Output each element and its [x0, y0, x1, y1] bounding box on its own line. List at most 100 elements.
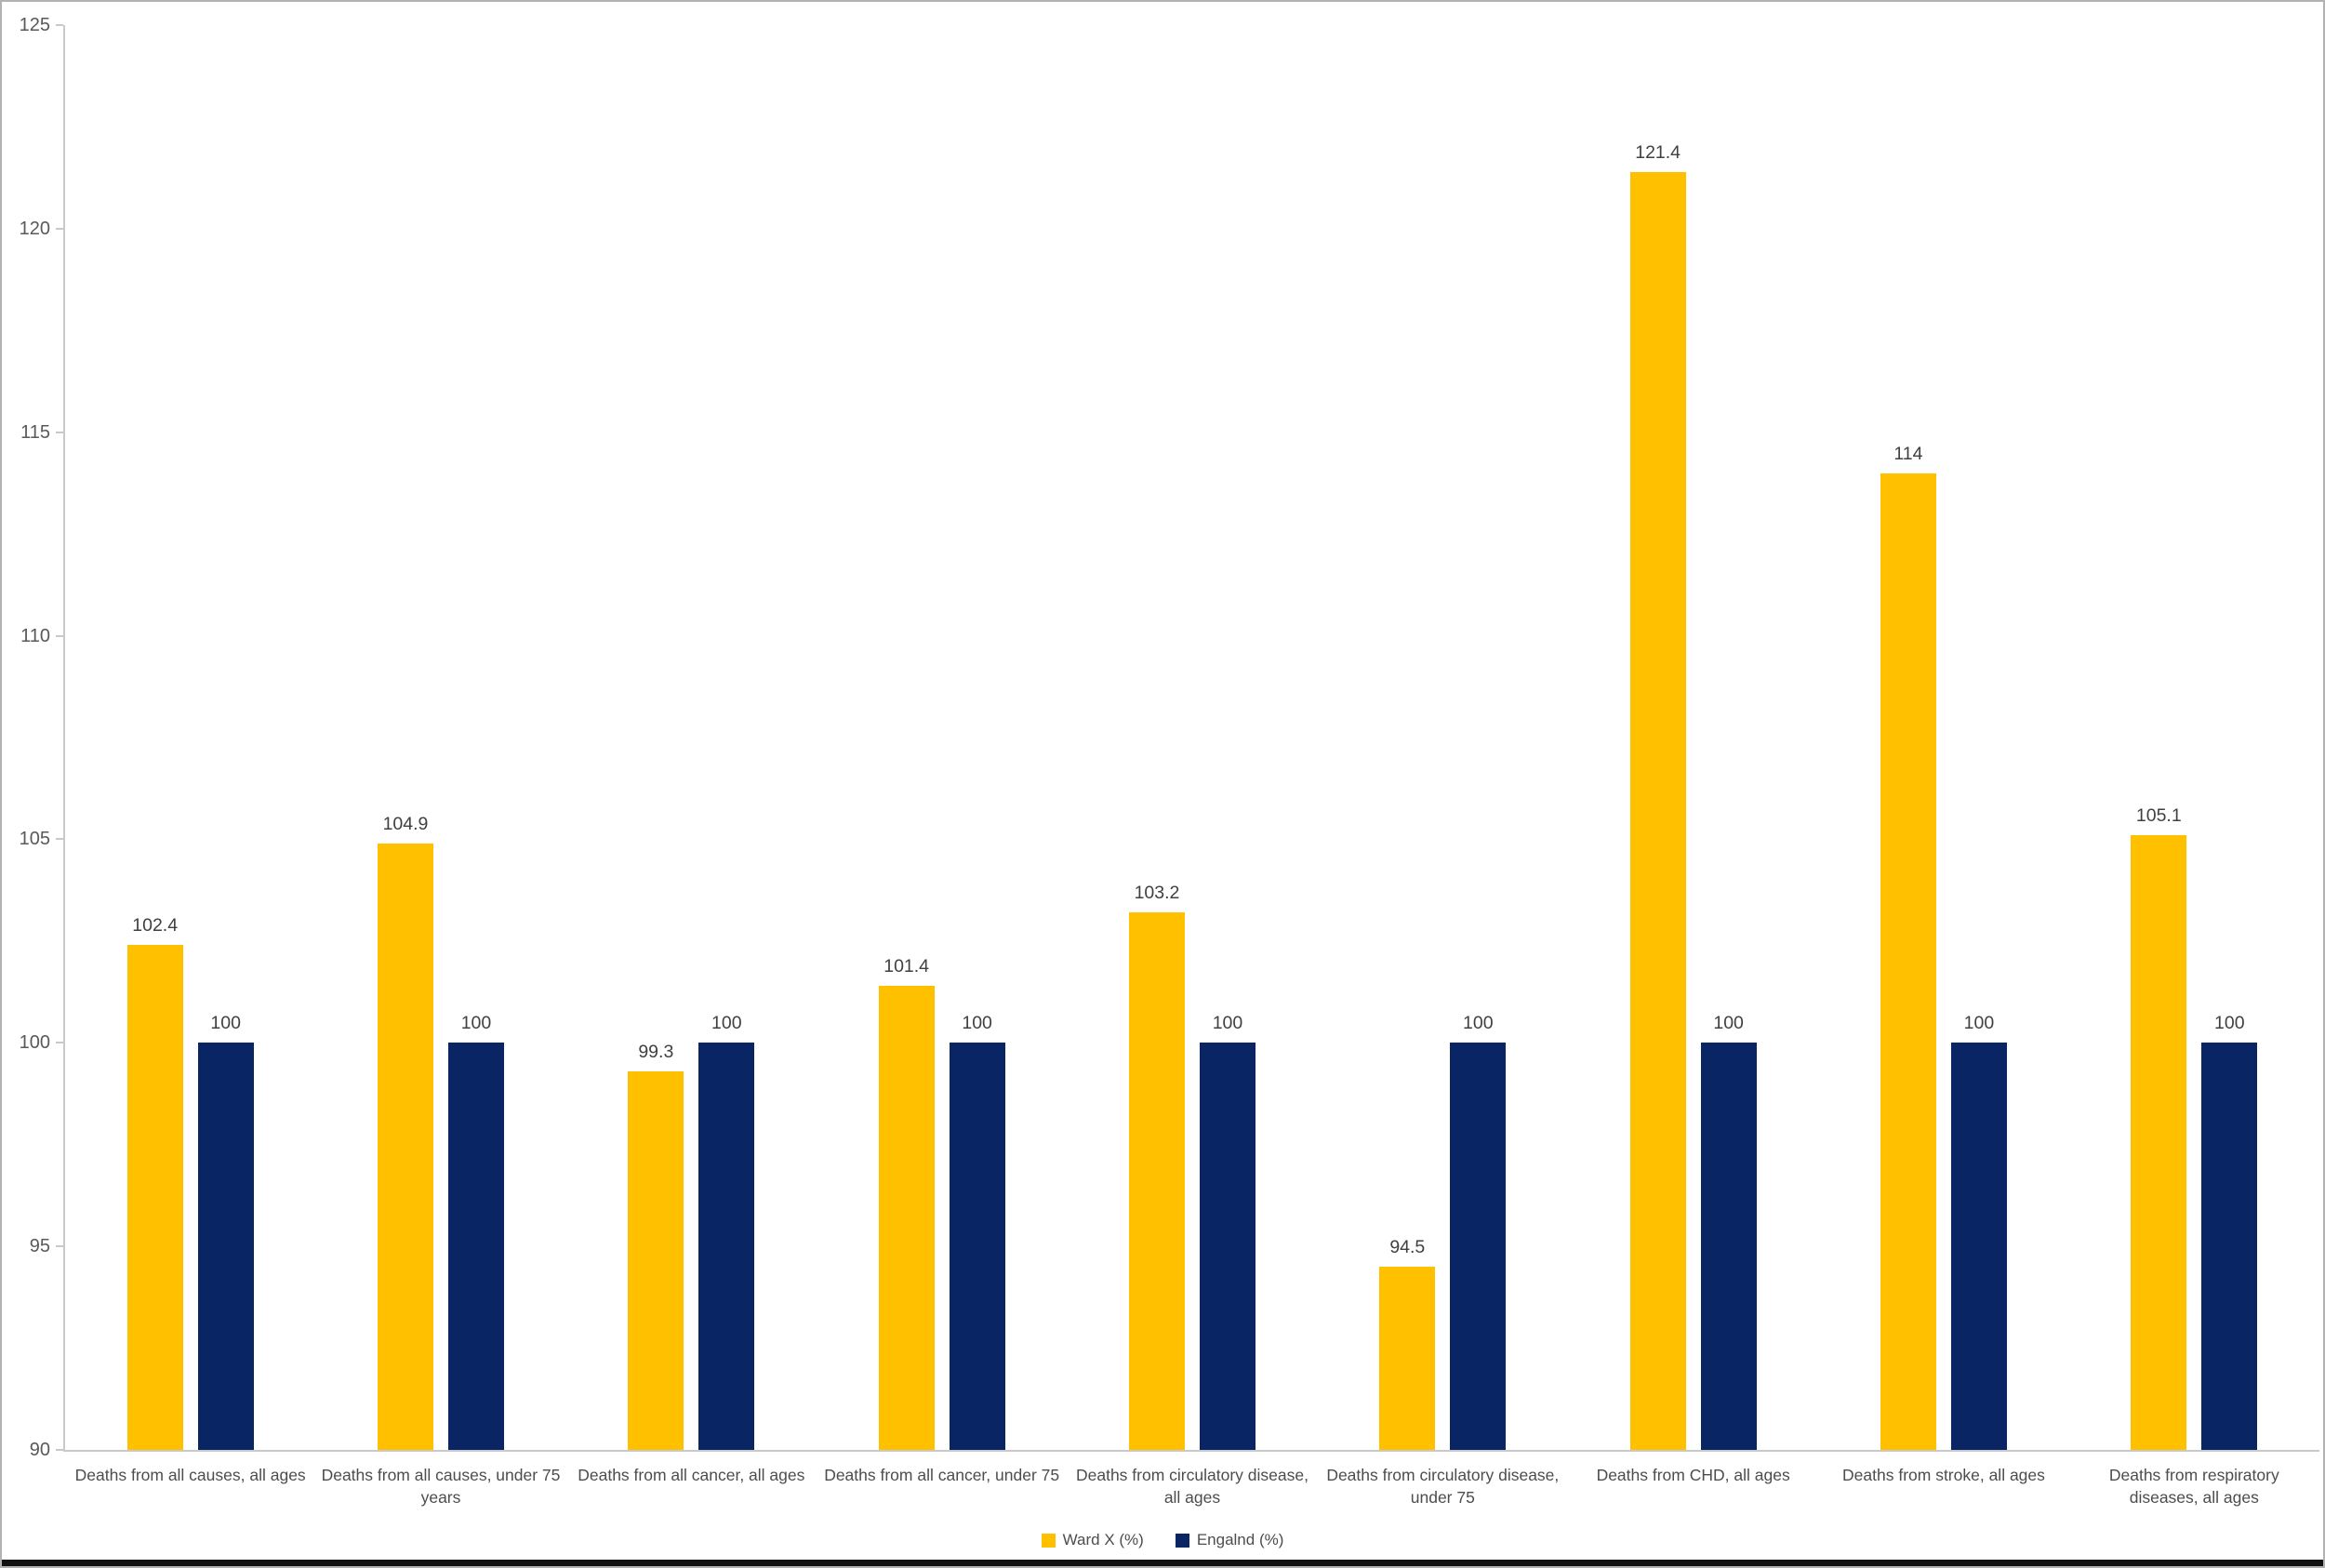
legend: Ward X (%) Engalnd (%): [2, 1531, 2323, 1549]
data-label: 100: [1463, 1013, 1494, 1034]
bar-england: [698, 1043, 755, 1450]
bar-group: 121.4 100: [1568, 25, 1818, 1450]
data-label: 100: [962, 1013, 992, 1034]
bar-england: [949, 1043, 1005, 1450]
category-label: Deaths from all causes, all ages: [74, 1466, 306, 1484]
data-label: 100: [1963, 1013, 1995, 1034]
bar-group: 101.4 100: [817, 25, 1067, 1450]
category-label: Deaths from circulatory disease, under 7…: [1326, 1466, 1560, 1508]
x-axis-line: [63, 1450, 2319, 1452]
bar-column: 100: [447, 1013, 504, 1450]
data-label: 104.9: [382, 813, 429, 834]
bar-group: 114 100: [1818, 25, 2068, 1450]
y-tick-label: 105: [19, 829, 50, 850]
bar-column: 100: [1950, 1013, 2007, 1450]
data-label: 94.5: [1389, 1237, 1426, 1258]
y-tick-mark: [56, 838, 63, 841]
y-tick-mark: [56, 227, 63, 230]
data-label: 121.4: [1635, 141, 1681, 163]
legend-swatch-icon: [1175, 1533, 1189, 1548]
category-label: Deaths from CHD, all ages: [1596, 1466, 1790, 1484]
category-label: Deaths from circulatory disease, all age…: [1075, 1466, 1309, 1508]
bar-england: [2201, 1043, 2258, 1450]
bar-england: [447, 1043, 504, 1450]
bar-ward-x: [1629, 171, 1686, 1450]
bar-column: 100: [2201, 1013, 2258, 1450]
bar-groups: 102.4 100 104.9 100 99.3 100 101.4 100 103.2 100 9…: [65, 25, 2319, 1450]
bar-group: 94.5 100: [1318, 25, 1568, 1450]
bar-england: [1199, 1043, 1256, 1450]
y-tick-label: 115: [20, 421, 50, 443]
data-label: 100: [2214, 1013, 2245, 1034]
window-bottom-edge: [2, 1560, 2323, 1566]
bar-column: 101.4: [878, 956, 935, 1450]
legend-label: Ward X (%): [1062, 1531, 1144, 1548]
bar-group: 99.3 100: [566, 25, 817, 1450]
y-tick-label: 90: [29, 1440, 50, 1460]
data-label: 101.4: [884, 956, 930, 977]
bar-group: 103.2 100: [1067, 25, 1317, 1450]
bar-group: 104.9 100: [315, 25, 565, 1450]
bar-column: 121.4: [1629, 142, 1686, 1450]
legend-item: Ward X (%): [1041, 1531, 1144, 1549]
y-tick-mark: [56, 24, 63, 26]
data-label: 102.4: [132, 915, 179, 937]
y-tick-label: 100: [19, 1032, 50, 1054]
bar-ward-x: [878, 986, 935, 1450]
y-tick-mark: [56, 1449, 63, 1451]
bar-column: 102.4: [126, 915, 183, 1450]
bar-column: 105.1: [2131, 805, 2187, 1450]
bar-column: 94.5: [1379, 1237, 1436, 1450]
bar-column: 114: [1880, 444, 1936, 1450]
category-label: Deaths from all causes, under 75 years: [321, 1466, 561, 1508]
bar-column: 100: [1450, 1013, 1507, 1450]
data-label: 100: [1713, 1013, 1744, 1034]
bar-column: 99.3: [628, 1042, 684, 1450]
data-label: 100: [711, 1013, 742, 1034]
bar-england: [1950, 1043, 2007, 1450]
category-label: Deaths from all cancer, all ages: [578, 1466, 805, 1484]
category-label: Deaths from all cancer, under 75: [824, 1466, 1060, 1484]
bar-column: 100: [949, 1013, 1005, 1450]
bar-england: [197, 1043, 254, 1450]
bar-column: 100: [1700, 1013, 1757, 1450]
y-tick-label: 120: [19, 218, 50, 239]
plot-area: 102.4 100 104.9 100 99.3 100 101.4 100 103.2 100 9…: [65, 25, 2319, 1450]
bar-column: 103.2: [1128, 883, 1185, 1450]
bar-ward-x: [1128, 912, 1185, 1450]
y-tick-label: 125: [19, 15, 50, 35]
y-tick-mark: [56, 431, 63, 433]
bar-group: 102.4 100: [65, 25, 315, 1450]
legend-swatch-icon: [1041, 1533, 1056, 1548]
y-tick-label: 95: [29, 1236, 50, 1257]
data-label: 103.2: [1134, 883, 1180, 904]
y-tick-mark: [56, 1042, 63, 1044]
bar-column: 100: [698, 1013, 755, 1450]
bar-ward-x: [628, 1070, 684, 1450]
bar-ward-x: [2131, 835, 2187, 1450]
bar-ward-x: [1379, 1267, 1436, 1450]
legend-item: Engalnd (%): [1175, 1531, 1284, 1549]
data-label: 99.3: [638, 1041, 674, 1062]
y-tick-label: 110: [20, 625, 50, 646]
bar-column: 100: [197, 1013, 254, 1450]
bar-ward-x: [1880, 472, 1936, 1450]
bar-ward-x: [126, 945, 183, 1450]
bar-column: 100: [1199, 1013, 1256, 1450]
y-tick-mark: [56, 634, 63, 637]
category-label: Deaths from respiratory diseases, all ag…: [2108, 1466, 2279, 1508]
data-label: 100: [210, 1013, 241, 1034]
legend-label: Engalnd (%): [1196, 1531, 1284, 1548]
bar-group: 105.1 100: [2069, 25, 2319, 1450]
y-tick-mark: [56, 1245, 63, 1248]
bar-england: [1450, 1043, 1507, 1450]
data-label: 100: [460, 1013, 492, 1034]
bar-column: 104.9: [377, 814, 433, 1450]
category-axis-labels: Deaths from all causes, all ages Deaths f…: [65, 1464, 2319, 1508]
data-label: 114: [1893, 443, 1923, 464]
data-label: 100: [1212, 1013, 1243, 1034]
bar-ward-x: [377, 843, 433, 1450]
y-axis-line: [63, 25, 65, 1452]
bar-england: [1700, 1043, 1757, 1450]
